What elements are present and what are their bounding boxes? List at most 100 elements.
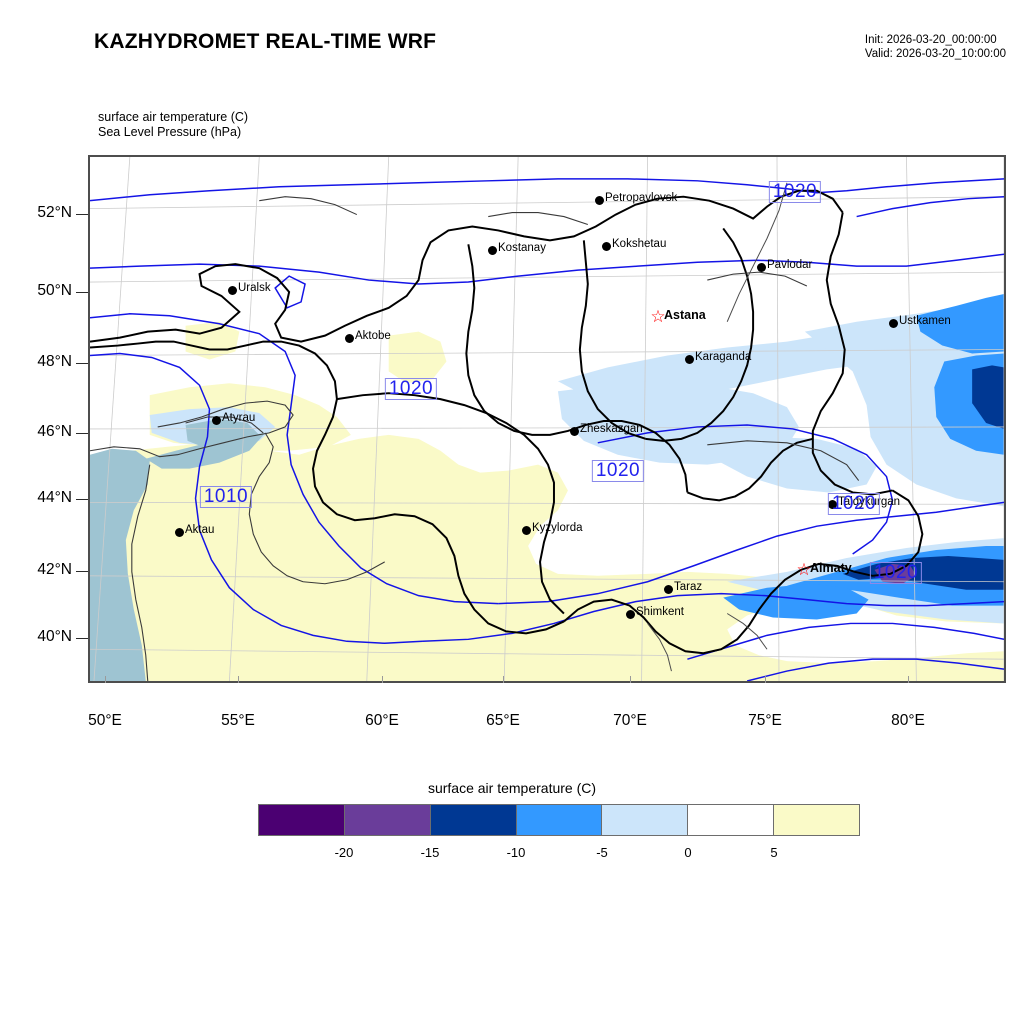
longitude-tick-mark — [765, 676, 766, 683]
temp-band-purple-peak — [874, 563, 917, 584]
capital-star-icon: ☆ — [650, 307, 666, 326]
colorbar-tick-label: -5 — [596, 845, 608, 860]
colorbar-title: surface air temperature (C) — [427, 780, 597, 796]
city-dot-icon — [487, 245, 497, 255]
colorbar-tick-label: -20 — [334, 845, 354, 860]
city-label: Karaganda — [695, 351, 752, 363]
latitude-tick-label: 42°N — [37, 561, 72, 578]
city-label: Uralsk — [238, 282, 271, 294]
colorbar-tick-label: -10 — [506, 845, 526, 860]
city-label: Zheskazgan — [580, 423, 643, 435]
longitude-tick-mark — [630, 676, 631, 683]
city-layer: Petropavlovsk Kostanay Kokshetau Pavlodar Ur… — [90, 157, 1004, 681]
city-label: Aktobe — [355, 330, 391, 342]
run-info: Init: 2026-03-20_00:00:00 Valid: 2026-03… — [865, 33, 1006, 61]
isobar-label: 1020 — [768, 181, 822, 203]
longitude-tick-mark — [908, 676, 909, 683]
colorbar-swatch-6 — [774, 805, 860, 835]
valid-time-label: Valid: 2026-03-20_10:00:00 — [864, 48, 1006, 60]
colorbar-tick-label: 0 — [684, 845, 692, 860]
city-dot-icon — [211, 415, 221, 425]
city-dot-icon — [888, 318, 898, 328]
temp-band-lightblue-balkhash — [707, 436, 877, 493]
city-dot-icon — [521, 525, 531, 535]
capital-star-icon: ☆ — [796, 560, 812, 579]
coastlines — [90, 196, 860, 681]
city-dot-icon — [601, 241, 611, 251]
city-label: Atyrau — [222, 412, 256, 424]
latitude-tick-label: 40°N — [37, 628, 72, 645]
longitude-tick-mark — [238, 676, 239, 683]
city-dot-icon — [569, 426, 579, 436]
aral-sea — [185, 419, 260, 449]
latitude-tick-mark — [76, 292, 88, 293]
temp-band-navy-east — [972, 365, 1004, 429]
colorbar-tick-label: -15 — [420, 845, 440, 860]
latitude-tick-label: 48°N — [37, 353, 72, 370]
longitude-tick-label: 70°E — [613, 712, 647, 729]
latitude-tick-label: 44°N — [37, 489, 72, 506]
weather-map[interactable]: Petropavlovsk Kostanay Kokshetau Pavlodar Ur… — [88, 155, 1006, 683]
isobar-label: 1020 — [591, 460, 645, 482]
colorbar-swatch-3 — [516, 805, 603, 835]
longitude-tick-label: 50°E — [88, 712, 122, 729]
city-label: Kyzylorda — [532, 522, 583, 534]
graticule — [90, 157, 1004, 681]
latitude-tick-mark — [76, 638, 88, 639]
longitude-tick-label: 80°E — [891, 712, 925, 729]
city-label: Shimkent — [636, 606, 684, 618]
init-time-label: Init: 2026-03-20_00:00:00 — [864, 34, 997, 46]
city-dot-icon — [227, 285, 237, 295]
isobar-label-layer: 1020 1020 1020 1010 1020 1020 — [90, 157, 1004, 681]
isobar-label: 1010 — [199, 486, 253, 508]
longitude-tick-mark — [503, 676, 504, 683]
city-dot-icon — [684, 354, 694, 364]
colorbar-swatch-4 — [602, 805, 689, 835]
latitude-tick-mark — [76, 571, 88, 572]
city-label: Kostanay — [498, 242, 546, 254]
city-dot-icon — [663, 584, 673, 594]
latitude-tick-mark — [76, 499, 88, 500]
city-dot-icon — [344, 333, 354, 343]
city-label: Aktau — [185, 524, 215, 536]
city-label: Almaty — [810, 561, 852, 575]
caspian-sea — [90, 448, 150, 681]
city-label: Astana — [664, 308, 706, 322]
city-dot-icon — [594, 195, 604, 205]
isobar-label: 1020 — [827, 493, 881, 515]
longitude-tick-mark — [382, 676, 383, 683]
temp-band-blue-ne — [916, 293, 1004, 354]
longitude-tick-label: 75°E — [748, 712, 782, 729]
latitude-tick-mark — [76, 214, 88, 215]
city-label: Kokshetau — [612, 238, 667, 250]
isobar-label: 1020 — [869, 562, 923, 584]
colorbar-swatch-1 — [344, 805, 431, 835]
colorbar-swatch-0 — [259, 805, 345, 835]
latitude-tick-label: 52°N — [37, 204, 72, 221]
colorbar-swatch-2 — [430, 805, 517, 835]
colorbar[interactable] — [258, 804, 860, 836]
colorbar-tick-label: 5 — [770, 845, 778, 860]
rivers — [647, 182, 788, 672]
city-label: Ustkamen — [899, 315, 951, 327]
city-label: Taldykurgan — [838, 496, 901, 508]
latitude-tick-label: 50°N — [37, 282, 72, 299]
temp-band-lightblue-east — [804, 301, 1004, 507]
city-label: Pavlodar — [767, 259, 813, 271]
longitude-tick-mark — [105, 676, 106, 683]
latitude-tick-mark — [76, 433, 88, 434]
temp-band-warm — [90, 434, 1004, 681]
latitude-tick-label: 46°N — [37, 423, 72, 440]
temp-band-warm-patch-a — [388, 331, 447, 384]
city-dot-icon — [174, 527, 184, 537]
city-label: Taraz — [674, 581, 703, 593]
longitude-tick-label: 65°E — [486, 712, 520, 729]
administrative-borders — [90, 189, 924, 655]
city-label: Petropavlovsk — [605, 192, 678, 204]
city-dot-icon — [625, 609, 635, 619]
page-title: KAZHYDROMET REAL-TIME WRF — [94, 30, 437, 53]
field-labels: surface air temperature (C) Sea Level Pr… — [98, 110, 248, 140]
city-dot-icon — [827, 499, 837, 509]
colorbar-swatch-5 — [688, 805, 775, 835]
colorbar-ticks: -20 -15 -10 -5 0 5 — [258, 845, 860, 865]
